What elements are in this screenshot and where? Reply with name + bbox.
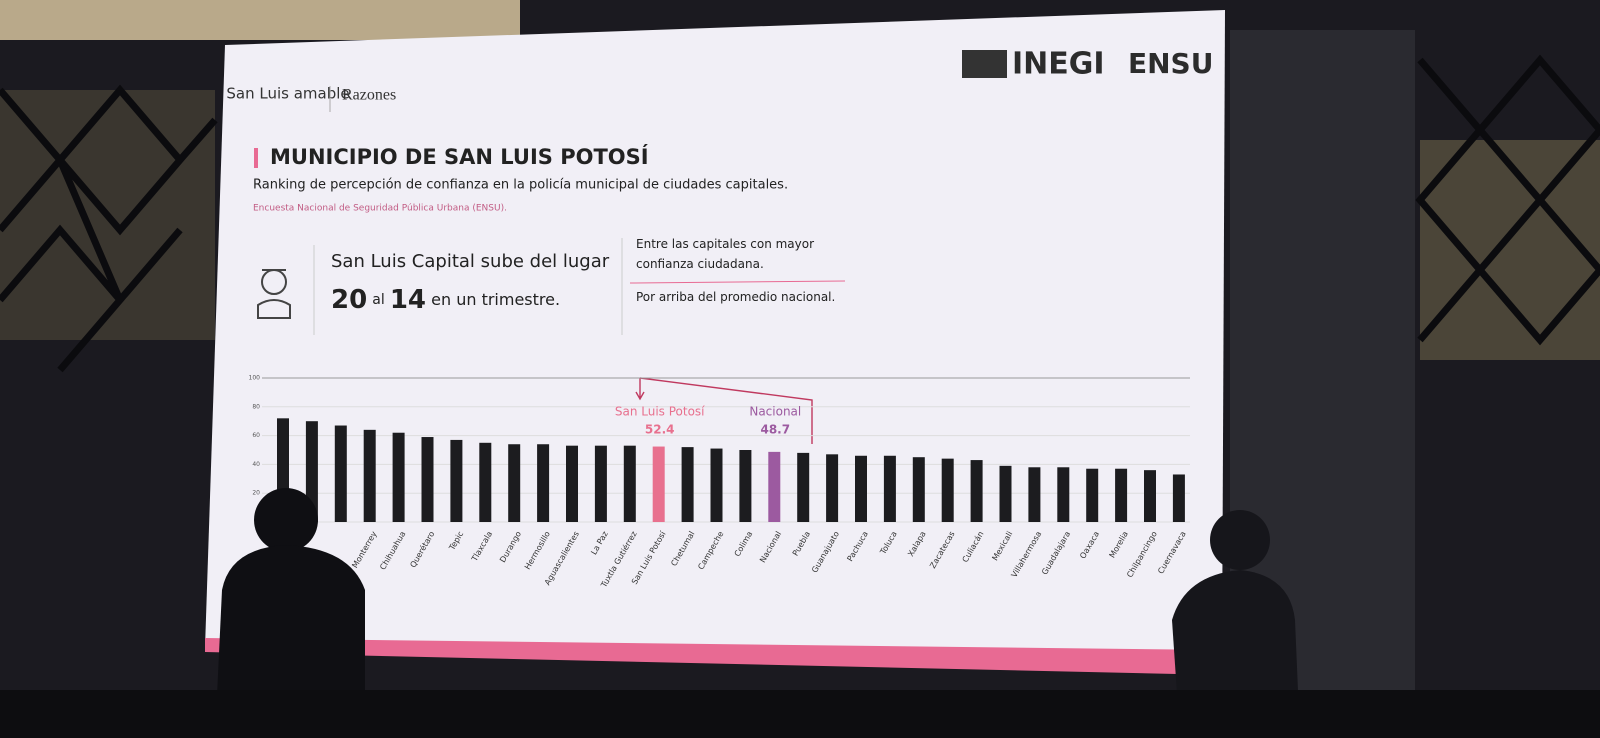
bar [1144,470,1156,522]
bar [537,444,550,522]
subheading: Ranking de percepción de confianza en la… [253,178,788,193]
brand-survey: ENSU [1128,47,1213,80]
rank-join: al [372,292,384,308]
bar [768,451,781,522]
bar [1172,474,1185,522]
logo: San Luis amable [226,85,349,103]
police-icon [257,269,291,319]
bar [392,432,405,522]
bar [855,455,867,522]
bar [305,421,318,522]
bar [710,448,723,522]
y-tick-label: 100 [249,375,261,382]
data-label: 48.7 [760,423,790,437]
bar [450,439,463,522]
window-glow [1420,140,1600,360]
callout-rest: sube del lugar [481,251,610,272]
note-box: Por arriba del promedio nacional. [636,290,836,304]
bar [999,465,1012,522]
rank-period: en un trimestre. [431,290,560,309]
bar [970,460,983,522]
bar [623,445,636,522]
y-tick-label: 40 [252,461,260,468]
rank-to: 14 [390,285,426,315]
bar [1057,467,1070,522]
annotation-name: San Luis Potosí [615,405,705,419]
bar [566,445,578,522]
bar [421,437,434,522]
ceiling-light [0,0,520,40]
note-divider [629,280,846,284]
data-label: 52.4 [645,423,675,437]
y-tick-label: 80 [252,403,260,410]
y-tick-label: 20 [252,490,260,497]
speaker-left [215,488,365,738]
bar [883,455,896,522]
y-tick-label: 60 [252,432,260,439]
bar [797,452,810,522]
bar [652,446,665,522]
callout-lead: San Luis Capital [331,251,475,272]
rank: 20 al 14 en un trimestre. [331,285,560,315]
source: Encuesta Nacional de Seguridad Pública U… [253,204,507,214]
bar [941,458,954,522]
bar [912,457,925,522]
logo: Razones [342,87,396,104]
bar [1086,468,1099,522]
bar [508,444,521,522]
rank-from: 20 [331,285,367,315]
note: Entre las capitales con mayor confianza … [636,237,815,271]
bar [594,445,607,522]
heading-bar [254,148,258,168]
slide-band [205,638,1222,675]
note: Por arriba del promedio nacional. [636,290,836,304]
brand-icon [962,50,1007,78]
bar [739,450,752,522]
annotation-arrows [635,377,813,444]
bar [334,425,347,522]
bar [1115,468,1128,522]
annotation-name: Nacional [749,405,801,419]
note-box: Entre las capitales con mayor confianza … [636,237,815,271]
bar [363,429,376,522]
callout: San Luis Capital sube del lugar [331,251,610,272]
bar [479,442,492,522]
bar [681,447,694,522]
bar [826,454,839,522]
heading: MUNICIPIO DE SAN LUIS POTOSÍ [270,144,649,169]
brand: INEGI [1012,47,1105,82]
lattice [0,54,1600,373]
audience [0,690,1600,738]
bar [1028,467,1041,522]
